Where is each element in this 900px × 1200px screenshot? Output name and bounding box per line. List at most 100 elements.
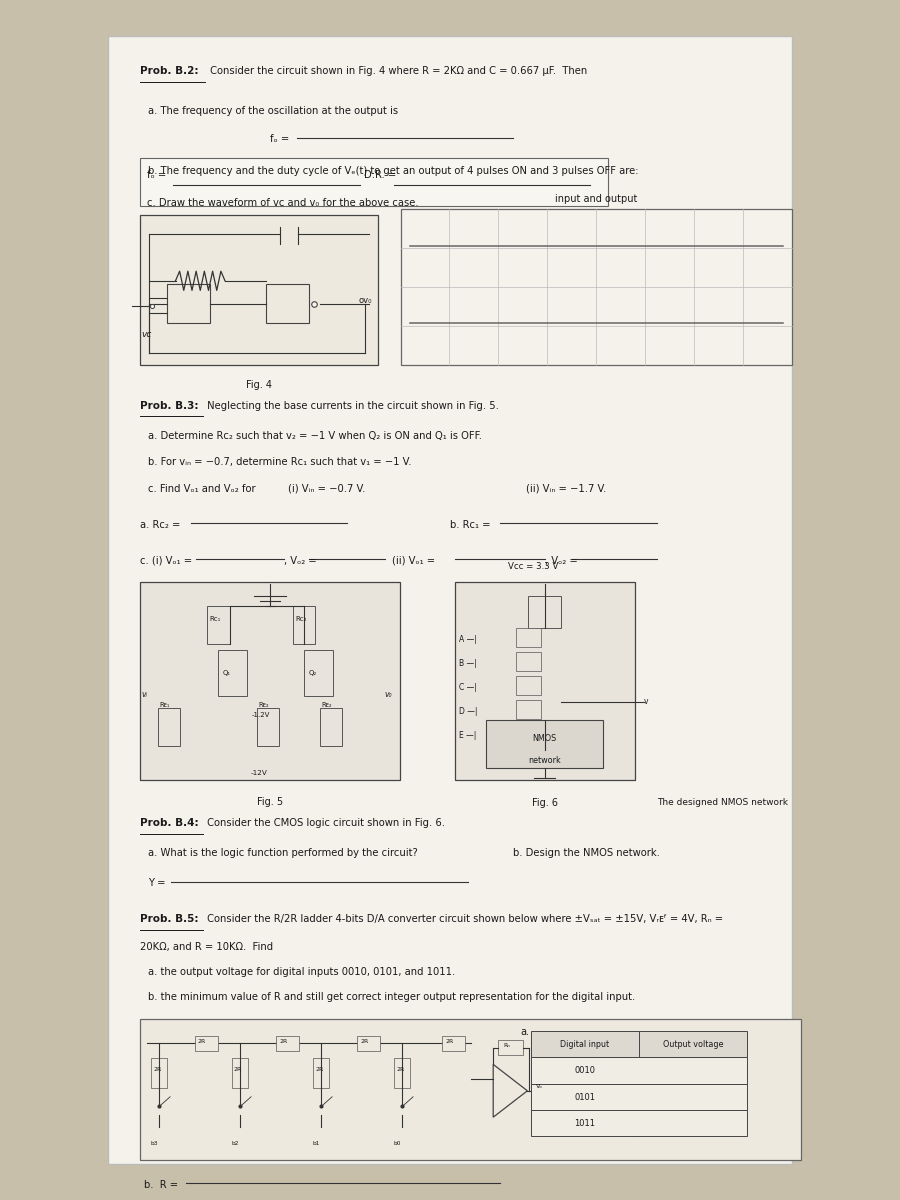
Text: b.  R =: b. R =: [144, 1180, 181, 1189]
Text: a.: a.: [520, 1027, 529, 1037]
Text: network: network: [528, 756, 561, 766]
Text: Prob. B.5:: Prob. B.5:: [140, 914, 198, 924]
Bar: [140, 1019, 801, 1160]
Text: C —|: C —|: [459, 683, 477, 692]
Bar: [531, 1057, 747, 1084]
Text: Prob. B.4:: Prob. B.4:: [140, 818, 198, 828]
Text: 2R: 2R: [446, 1039, 454, 1044]
Text: (ii) Vᵢₙ = −1.7 V.: (ii) Vᵢₙ = −1.7 V.: [526, 484, 607, 493]
Text: , Vₒ₂ =: , Vₒ₂ =: [284, 556, 320, 565]
Bar: [531, 1110, 747, 1136]
Text: Y =: Y =: [148, 878, 169, 888]
Text: 20KΩ, and R = 10KΩ.  Find: 20KΩ, and R = 10KΩ. Find: [140, 942, 273, 952]
Text: input and output: input and output: [555, 194, 637, 204]
Text: Fig. 5: Fig. 5: [256, 797, 284, 806]
Bar: [400, 209, 792, 365]
Text: fₒ =: fₒ =: [270, 134, 292, 144]
Text: (ii) Vₒ₁ =: (ii) Vₒ₁ =: [392, 556, 437, 565]
Text: Output voltage: Output voltage: [662, 1040, 724, 1049]
Text: a. Rᴄ₂ =: a. Rᴄ₂ =: [140, 520, 183, 529]
Text: E —|: E —|: [459, 731, 476, 740]
Text: Consider the CMOS logic circuit shown in Fig. 6.: Consider the CMOS logic circuit shown in…: [204, 818, 446, 828]
Text: Rᴇ₂: Rᴇ₂: [321, 702, 332, 708]
Text: 2R: 2R: [279, 1039, 287, 1044]
Bar: [256, 708, 279, 746]
Text: vᴄ: vᴄ: [141, 330, 152, 340]
Text: Q₁: Q₁: [222, 670, 230, 676]
Text: -1.2V: -1.2V: [252, 712, 270, 718]
Text: a. the output voltage for digital inputs 0010, 0101, and 1011.: a. the output voltage for digital inputs…: [148, 967, 455, 977]
Text: 2R: 2R: [396, 1067, 404, 1072]
Text: Rᴇ₂: Rᴇ₂: [258, 702, 269, 708]
Bar: [531, 1031, 747, 1057]
Text: fₒ =: fₒ =: [147, 170, 169, 180]
Text: 2R: 2R: [234, 1067, 242, 1072]
Text: 2R: 2R: [315, 1067, 323, 1072]
Text: c. Draw the waveform of vᴄ and v₀ for the above case.: c. Draw the waveform of vᴄ and v₀ for th…: [147, 198, 419, 208]
Bar: [276, 1036, 299, 1051]
Text: (i) Vᵢₙ = −0.7 V.: (i) Vᵢₙ = −0.7 V.: [288, 484, 365, 493]
Text: Digital input: Digital input: [561, 1040, 609, 1049]
Bar: [140, 215, 378, 365]
Bar: [232, 1058, 248, 1088]
Text: 2R: 2R: [198, 1039, 206, 1044]
Text: c. Find Vₒ₁ and Vₒ₂ for: c. Find Vₒ₁ and Vₒ₂ for: [148, 484, 256, 493]
Text: Neglecting the base currents in the circuit shown in Fig. 5.: Neglecting the base currents in the circ…: [204, 401, 500, 410]
Bar: [166, 284, 210, 323]
Text: b2: b2: [231, 1141, 239, 1146]
Text: b. Design the NMOS network.: b. Design the NMOS network.: [513, 848, 660, 858]
Text: Rₙ: Rₙ: [503, 1043, 510, 1048]
FancyBboxPatch shape: [108, 36, 792, 1164]
Bar: [151, 1058, 167, 1088]
Bar: [516, 676, 541, 695]
Text: Fig. 4: Fig. 4: [246, 380, 272, 390]
Text: A —|: A —|: [459, 635, 477, 644]
Bar: [357, 1036, 380, 1051]
Text: b3: b3: [150, 1141, 158, 1146]
Text: Vₒ: Vₒ: [536, 1084, 544, 1088]
Text: a. The frequency of the oscillation at the output is: a. The frequency of the oscillation at t…: [148, 106, 399, 115]
Text: Q₂: Q₂: [309, 670, 317, 676]
Text: v: v: [644, 697, 648, 707]
Text: 0101: 0101: [574, 1093, 596, 1102]
Text: D.R. =: D.R. =: [364, 170, 400, 180]
Bar: [516, 628, 541, 647]
Bar: [486, 720, 603, 768]
Bar: [207, 606, 230, 644]
Text: b. the minimum value of R and still get correct integer output representation fo: b. the minimum value of R and still get …: [148, 992, 635, 1002]
Polygon shape: [493, 1064, 527, 1117]
Text: vᵢ: vᵢ: [141, 690, 148, 700]
Text: Vᴄᴄ = 3.3 V: Vᴄᴄ = 3.3 V: [508, 562, 559, 571]
Bar: [528, 596, 561, 628]
Bar: [443, 1036, 465, 1051]
Text: b. For vᵢₙ = −0.7, determine Rᴄ₁ such that v₁ = −1 V.: b. For vᵢₙ = −0.7, determine Rᴄ₁ such th…: [148, 457, 412, 467]
Text: Prob. B.3:: Prob. B.3:: [140, 401, 198, 410]
Text: D —|: D —|: [459, 707, 478, 716]
Text: 1011: 1011: [574, 1120, 596, 1128]
Text: b0: b0: [393, 1141, 400, 1146]
Text: Rᴄ₂: Rᴄ₂: [295, 616, 307, 622]
Bar: [140, 158, 608, 206]
Text: b. Rᴄ₁ =: b. Rᴄ₁ =: [450, 520, 493, 529]
Text: 0010: 0010: [574, 1067, 596, 1075]
Text: NMOS: NMOS: [533, 734, 556, 744]
Bar: [454, 582, 634, 780]
Bar: [140, 582, 401, 780]
Text: b1: b1: [312, 1141, 319, 1146]
Text: Fig. 6: Fig. 6: [532, 798, 557, 808]
Text: Prob. B.2:: Prob. B.2:: [140, 66, 198, 76]
Bar: [516, 700, 541, 719]
Text: Rᴄ₁: Rᴄ₁: [210, 616, 221, 622]
Bar: [195, 1036, 218, 1051]
Text: The designed NMOS network: The designed NMOS network: [657, 798, 788, 808]
Text: a. What is the logic function performed by the circuit?: a. What is the logic function performed …: [148, 848, 419, 858]
Text: -12V: -12V: [250, 770, 267, 776]
Bar: [516, 724, 541, 743]
Bar: [304, 650, 333, 696]
Text: ov₀: ov₀: [358, 296, 372, 306]
Text: Consider the R/2R ladder 4-bits D/A converter circuit shown below where ±Vₛₐₜ = : Consider the R/2R ladder 4-bits D/A conv…: [204, 914, 724, 924]
Text: Rᴇ₁: Rᴇ₁: [159, 702, 170, 708]
Text: Consider the circuit shown in Fig. 4 where R = 2KΩ and C = 0.667 μF.  Then: Consider the circuit shown in Fig. 4 whe…: [207, 66, 587, 76]
Bar: [266, 284, 309, 323]
Text: B —|: B —|: [459, 659, 477, 668]
